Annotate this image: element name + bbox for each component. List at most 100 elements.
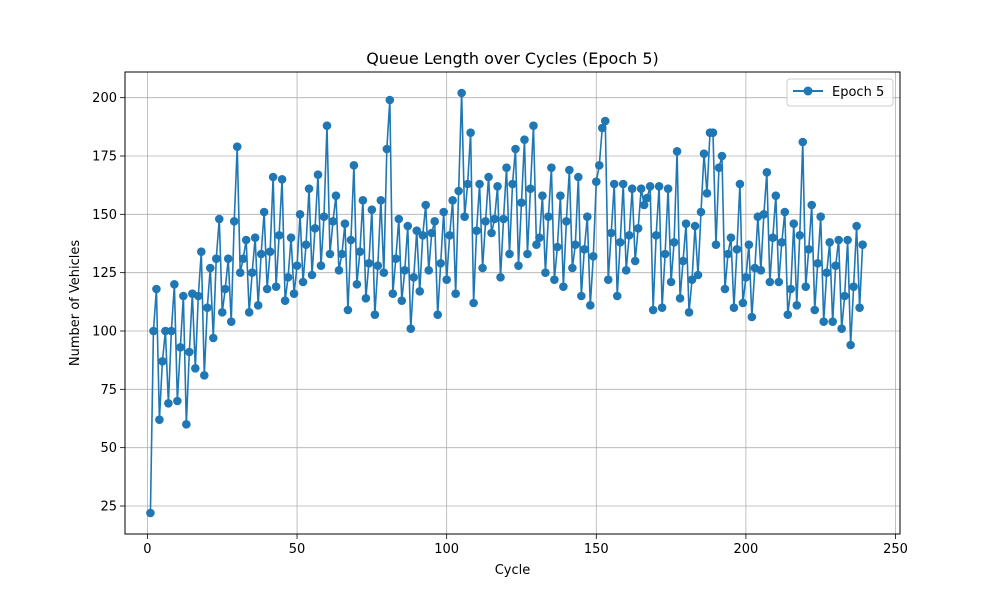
data-point <box>214 214 224 224</box>
data-point <box>463 179 472 189</box>
data-point <box>448 196 457 205</box>
data-point <box>496 273 505 282</box>
data-point <box>825 238 834 247</box>
data-point <box>274 231 284 240</box>
data-point <box>364 259 374 268</box>
data-point <box>828 317 837 326</box>
data-point <box>397 296 407 305</box>
data-point <box>388 289 398 298</box>
data-point <box>146 508 155 518</box>
data-point <box>858 240 867 249</box>
data-point <box>816 212 825 221</box>
data-point <box>379 268 389 277</box>
data-point <box>478 263 487 273</box>
data-point <box>627 184 637 193</box>
data-point <box>307 270 317 280</box>
y-tick-label: 50 <box>100 441 117 456</box>
data-point <box>651 231 661 240</box>
data-point <box>295 210 305 219</box>
data-point <box>780 207 790 217</box>
data-point <box>553 242 562 252</box>
data-point <box>394 214 404 224</box>
data-point <box>490 214 499 224</box>
data-point <box>454 186 463 196</box>
data-point <box>493 182 502 191</box>
data-point <box>792 301 802 310</box>
data-point <box>205 263 215 273</box>
data-point <box>547 163 556 172</box>
data-point <box>484 172 493 182</box>
data-point <box>837 324 846 333</box>
data-point <box>741 273 751 282</box>
data-point <box>538 191 547 200</box>
data-point <box>600 116 610 126</box>
data-point <box>699 149 709 158</box>
x-tick-label: 250 <box>883 542 908 557</box>
data-point <box>319 212 329 221</box>
data-point <box>433 310 442 319</box>
data-point <box>756 266 766 275</box>
data-point <box>361 294 371 303</box>
data-point <box>208 333 218 343</box>
data-point <box>744 240 754 249</box>
data-point <box>226 317 236 326</box>
data-point <box>499 214 508 224</box>
data-point <box>711 240 721 249</box>
data-point <box>346 235 356 245</box>
data-point <box>238 254 248 263</box>
data-point <box>759 210 769 219</box>
data-point <box>466 128 475 137</box>
x-tick-label: 200 <box>733 542 758 557</box>
data-point <box>663 184 673 193</box>
data-point <box>170 280 179 289</box>
data-point <box>385 95 395 105</box>
data-point <box>771 191 781 200</box>
data-point <box>633 224 643 233</box>
data-point <box>529 121 538 130</box>
data-point <box>223 254 233 263</box>
data-point <box>370 310 380 319</box>
data-point <box>624 231 634 240</box>
data-point <box>508 179 517 189</box>
y-tick-label: 200 <box>92 91 117 106</box>
data-point <box>409 273 419 282</box>
data-point <box>729 303 739 312</box>
data-point <box>690 221 700 231</box>
data-point <box>418 231 428 240</box>
data-point <box>777 238 787 247</box>
data-point <box>511 144 520 154</box>
data-point <box>645 182 655 191</box>
data-point <box>603 275 613 284</box>
data-point <box>325 249 335 259</box>
data-point <box>241 235 251 245</box>
data-point <box>556 191 565 200</box>
x-tick-label: 0 <box>143 542 151 557</box>
data-point <box>813 259 823 268</box>
data-point <box>373 261 383 270</box>
data-point <box>310 224 320 233</box>
data-point <box>152 284 161 294</box>
data-point <box>565 165 574 175</box>
data-point <box>211 254 221 263</box>
y-axis-label: Number of Vehicles <box>68 240 83 367</box>
y-tick-label: 100 <box>92 325 117 340</box>
data-point <box>457 88 466 98</box>
data-point <box>328 217 338 226</box>
data-point <box>217 308 227 317</box>
data-point <box>708 128 718 137</box>
data-point <box>355 247 365 256</box>
data-point <box>481 217 490 226</box>
data-point <box>669 238 679 247</box>
data-point <box>161 326 170 336</box>
data-point <box>526 184 535 193</box>
data-point <box>618 179 628 189</box>
data-point <box>292 261 302 270</box>
data-point <box>807 200 817 210</box>
data-point <box>568 263 577 273</box>
data-point <box>256 249 266 259</box>
data-point <box>550 275 559 284</box>
data-point <box>717 151 727 161</box>
data-point <box>597 123 607 133</box>
data-point <box>639 200 649 210</box>
